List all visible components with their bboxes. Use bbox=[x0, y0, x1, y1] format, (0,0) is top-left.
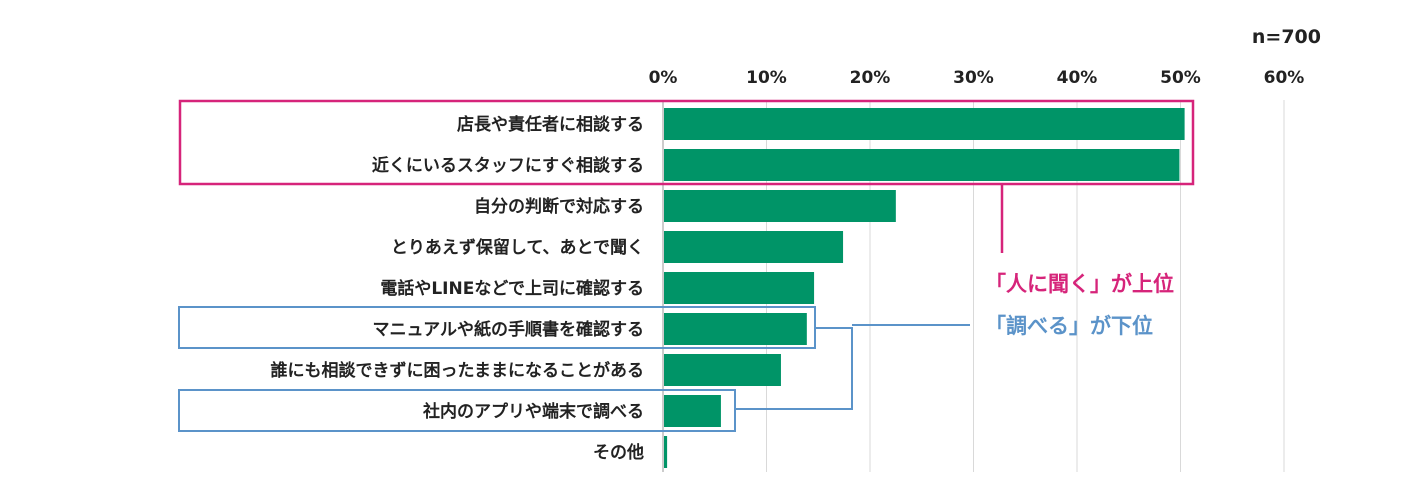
category-label: とりあえず保留して、あとで聞く bbox=[391, 237, 644, 258]
annotation-bracket bbox=[735, 327, 853, 410]
x-tick-label: 0% bbox=[649, 68, 678, 88]
x-tick-label: 20% bbox=[850, 68, 891, 88]
category-label: 電話やLINEなどで上司に確認する bbox=[380, 278, 644, 299]
bar bbox=[664, 272, 815, 304]
bar bbox=[664, 190, 896, 222]
category-label: その他 bbox=[593, 442, 644, 463]
category-label: マニュアルや紙の手順書を確認する bbox=[373, 319, 645, 340]
category-label: 近くにいるスタッフにすぐ相談する bbox=[372, 155, 644, 176]
x-axis-ticks: 0% 10% 20% 30% 40% 50% 60% bbox=[649, 68, 1305, 88]
highlight-box-app bbox=[178, 389, 736, 432]
category-label: 社内のアプリや端末で調べる bbox=[422, 401, 644, 422]
category-labels: 店長や責任者に相談する近くにいるスタッフにすぐ相談する自分の判断で対応するとりあ… bbox=[271, 114, 645, 463]
sample-size-label: n=700 bbox=[1252, 26, 1321, 48]
category-label: 自分の判断で対応する bbox=[474, 196, 644, 217]
annotations: 「人に聞く」が上位「調べる」が下位 bbox=[178, 99, 1195, 432]
bar bbox=[664, 231, 844, 263]
bar bbox=[664, 149, 1180, 181]
bar bbox=[664, 354, 781, 386]
x-tick-label: 50% bbox=[1160, 68, 1201, 88]
x-tick-label: 10% bbox=[746, 68, 787, 88]
x-tick-label: 30% bbox=[953, 68, 994, 88]
highlight-box-ask bbox=[178, 99, 1195, 186]
annotation-lookup-bottom: 「調べる」が下位 bbox=[985, 314, 1153, 338]
bar bbox=[664, 313, 807, 345]
x-tick-label: 40% bbox=[1057, 68, 1098, 88]
category-label: 店長や責任者に相談する bbox=[457, 114, 644, 135]
annotation-ask-top: 「人に聞く」が上位 bbox=[985, 272, 1174, 296]
category-label: 誰にも相談できずに困ったままになることがある bbox=[271, 360, 645, 381]
bar bbox=[664, 108, 1185, 140]
bar bbox=[664, 395, 721, 427]
bars bbox=[664, 108, 1185, 468]
x-tick-label: 60% bbox=[1264, 68, 1305, 88]
bar bbox=[664, 436, 668, 468]
